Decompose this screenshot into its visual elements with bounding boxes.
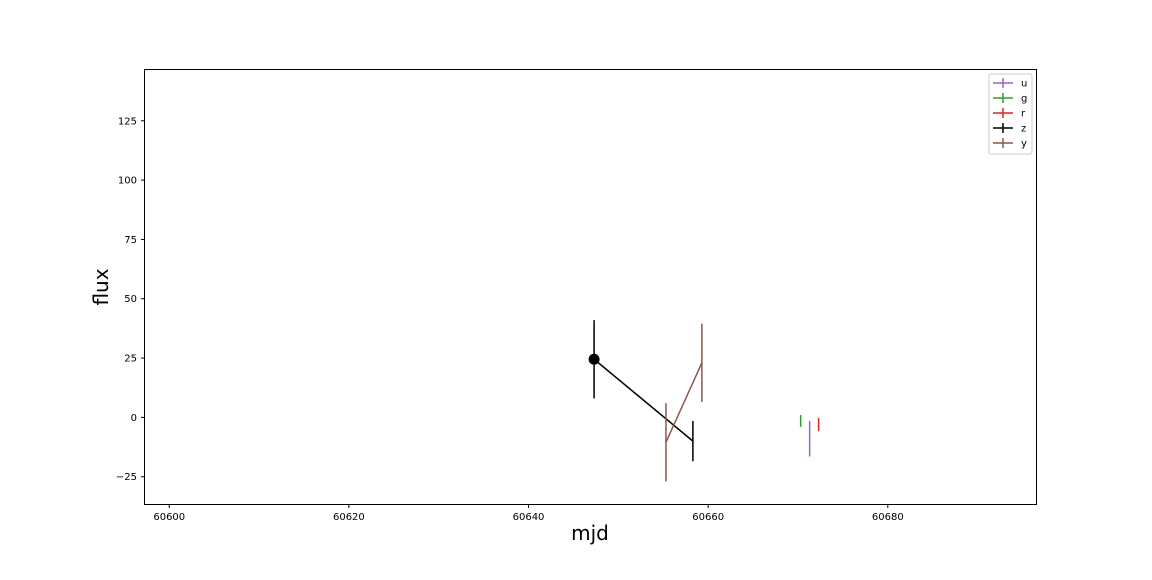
legend-label-z: z (1021, 124, 1026, 135)
series-y (665, 323, 703, 482)
legend-label-u: u (1021, 79, 1027, 90)
plot-frame (144, 69, 1037, 505)
series-line-z (593, 358, 694, 442)
y-tick-label: 0 (131, 413, 137, 424)
x-tick-label: 60620 (333, 512, 365, 523)
y-axis: −25 0 25 50 75 100 125 (116, 116, 145, 483)
x-tick-label: 60660 (692, 512, 724, 523)
legend-frame (988, 73, 1033, 155)
y-tick-label: 75 (124, 235, 137, 246)
x-tick-label: 60640 (513, 512, 545, 523)
series-z (588, 320, 694, 462)
series-line-y (665, 362, 703, 443)
y-tick-label: −25 (116, 472, 137, 483)
y-tick-label: 50 (124, 294, 137, 305)
highlight-point-z (588, 353, 600, 365)
y-tick-label: 25 (124, 354, 137, 365)
legend-label-r: r (1021, 109, 1026, 120)
x-axis: 60600 60620 60640 60660 60680 (153, 504, 904, 523)
y-tick-label: 125 (118, 116, 137, 127)
y-tick-label: 100 (118, 176, 137, 187)
y-axis-title: flux (89, 268, 113, 305)
legend-label-y: y (1021, 139, 1027, 150)
x-axis-title: mjd (571, 521, 609, 545)
x-tick-label: 60600 (153, 512, 185, 523)
legend-label-g: g (1021, 94, 1027, 105)
x-tick-label: 60680 (872, 512, 904, 523)
data-marks (588, 320, 820, 482)
